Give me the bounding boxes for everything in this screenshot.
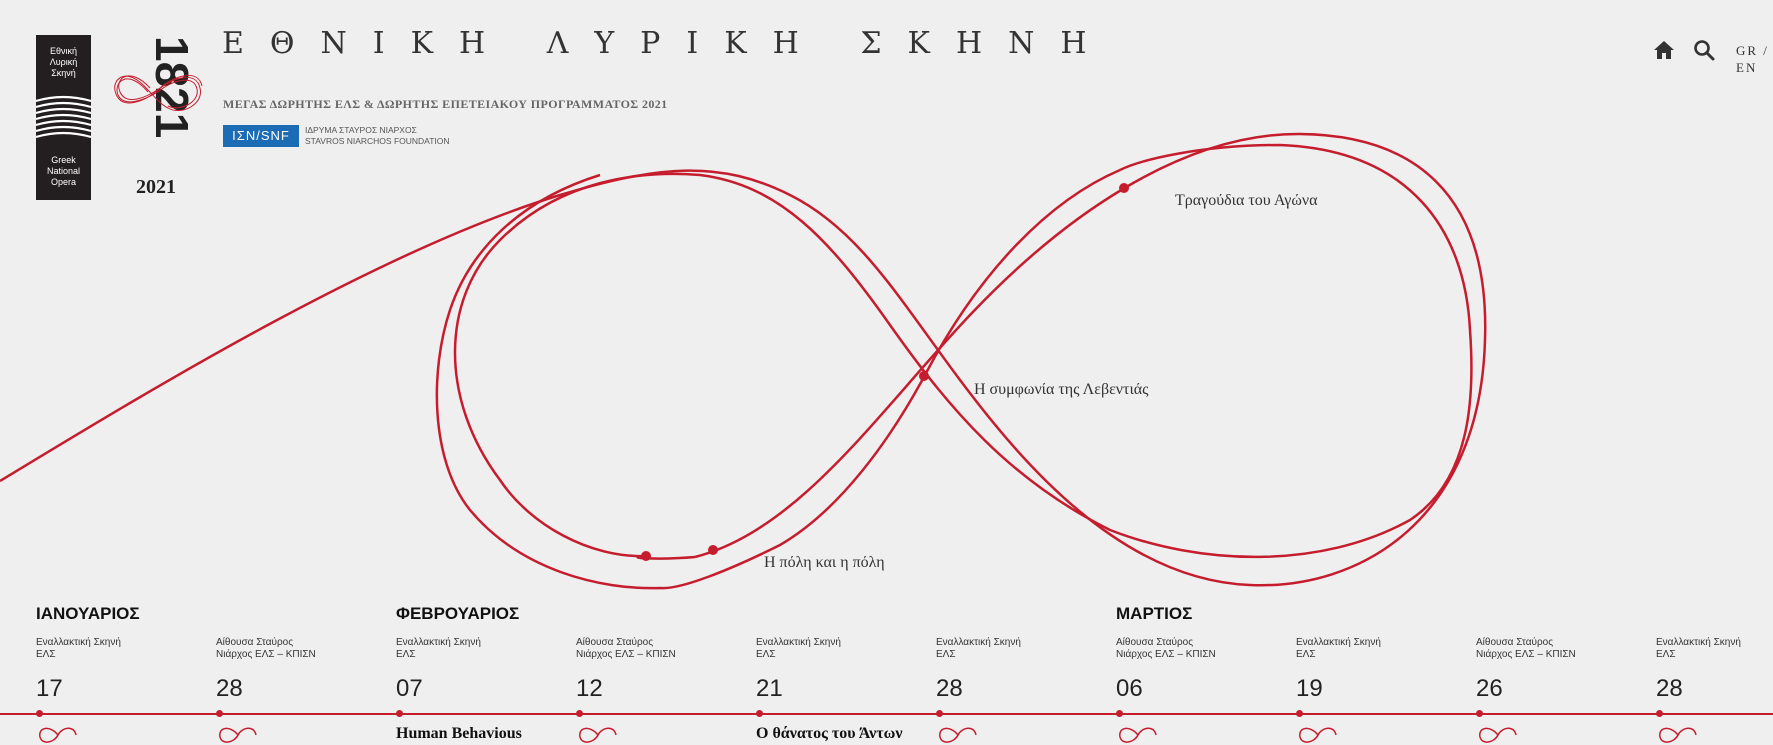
event-item[interactable]: Εναλλακτική Σκηνή ΕΛΣ 19 <box>1296 637 1466 703</box>
event-day: 19 <box>1296 675 1323 702</box>
timeline-dot <box>396 710 403 717</box>
timeline-dot <box>1476 710 1483 717</box>
show-label-tragoudia[interactable]: Τραγούδια του Αγώνα <box>1175 192 1318 209</box>
lang-en-link[interactable]: EN <box>1736 60 1758 75</box>
search-icon[interactable] <box>1692 38 1716 62</box>
event-venue: Εναλλακτική Σκηνή ΕΛΣ <box>36 637 121 660</box>
anniversary-1821-mark: 1821 <box>114 36 203 138</box>
event-venue: Εναλλακτική Σκηνή ΕΛΣ <box>396 637 481 660</box>
timeline-line <box>0 713 1773 715</box>
logo-text-english: Greek National Opera <box>46 155 81 187</box>
timeline-dot <box>36 710 43 717</box>
event-day: 12 <box>576 675 603 702</box>
event-item[interactable]: Εναλλακτική Σκηνή ΕΛΣ 21 <box>756 637 926 703</box>
timeline-dot <box>576 710 583 717</box>
infinity-thumb-icon[interactable] <box>1116 725 1160 745</box>
wave-lines-icon <box>36 95 91 139</box>
event-venue: Αίθουσα Σταύρος Νιάρχος ΕΛΣ – ΚΠΙΣΝ <box>1116 637 1216 660</box>
month-february: ΦΕΒΡΟΥΑΡΙΟΣ <box>396 604 520 623</box>
event-day: 07 <box>396 675 423 702</box>
site-title[interactable]: ΕΘΝΙΚΗ ΛΥΡΙΚΗ ΣΚΗΝΗ <box>222 26 1113 61</box>
month-january: ΙΑΝΟΥΑΡΙΟΣ <box>36 604 140 623</box>
event-item[interactable]: Εναλλακτική Σκηνή ΕΛΣ 28 <box>1656 637 1773 703</box>
mark-digits: 1821 <box>146 36 198 138</box>
event-item[interactable]: Αίθουσα Σταύρος Νιάρχος ΕΛΣ – ΚΠΙΣΝ 26 <box>1476 637 1646 703</box>
timeline-dot <box>1296 710 1303 717</box>
event-title[interactable]: Ο θάνατος του Άντων <box>756 725 903 742</box>
event-venue: Αίθουσα Σταύρος Νιάρχος ΕΛΣ – ΚΠΙΣΝ <box>1476 637 1576 660</box>
event-day: 26 <box>1476 675 1503 702</box>
year-label: 2021 <box>136 176 176 198</box>
show-point-symfonia[interactable] <box>919 371 929 381</box>
home-icon[interactable] <box>1652 38 1676 62</box>
gno-logo[interactable]: Εθνική Λυρική Σκηνή Greek National Opera <box>36 35 91 200</box>
timeline-dot <box>1116 710 1123 717</box>
event-day: 28 <box>936 675 963 702</box>
timeline-dot <box>216 710 223 717</box>
event-day: 06 <box>1116 675 1143 702</box>
event-venue: Αίθουσα Σταύρος Νιάρχος ΕΛΣ – ΚΠΙΣΝ <box>576 637 676 660</box>
event-venue: Εναλλακτική Σκηνή ΕΛΣ <box>936 637 1021 660</box>
show-label-poli[interactable]: Η πόλη και η πόλη <box>764 554 885 571</box>
show-label-symfonia[interactable]: Η συμφωνία της Λεβεντιάς <box>974 381 1149 398</box>
infinity-thumb-icon[interactable] <box>216 725 260 745</box>
infinity-thumb-icon[interactable] <box>936 725 980 745</box>
month-march: ΜΑΡΤΙΟΣ <box>1116 604 1193 623</box>
logo-text-greek: Εθνική Λυρική Σκηνή <box>49 46 78 78</box>
event-day: 28 <box>1656 675 1683 702</box>
infinity-thumb-icon[interactable] <box>36 725 80 745</box>
event-day: 28 <box>216 675 243 702</box>
infinity-thumb-icon[interactable] <box>1656 725 1700 745</box>
snf-logo-text: ΙΔΡΥΜΑ ΣΤΑΥΡΟΣ ΝΙΑΡΧΟΣ STAVROS NIARCHOS … <box>305 125 450 146</box>
event-item[interactable]: Αίθουσα Σταύρος Νιάρχος ΕΛΣ – ΚΠΙΣΝ 06 <box>1116 637 1286 703</box>
show-point-tragoudia[interactable] <box>1119 183 1129 193</box>
snf-logo-badge[interactable]: ΙΣΝ/SNF <box>223 125 299 147</box>
curve-start-point <box>641 551 651 561</box>
infinity-thumb-icon[interactable] <box>1476 725 1520 745</box>
language-switcher: GR / EN <box>1736 42 1769 76</box>
infinity-thumb-icon[interactable] <box>1296 725 1340 745</box>
event-item[interactable]: Εναλλακτική Σκηνή ΕΛΣ 28 <box>936 637 1106 703</box>
timeline-dot <box>936 710 943 717</box>
event-venue: Αίθουσα Σταύρος Νιάρχος ΕΛΣ – ΚΠΙΣΝ <box>216 637 316 660</box>
event-item[interactable]: Αίθουσα Σταύρος Νιάρχος ΕΛΣ – ΚΠΙΣΝ 12 <box>576 637 746 703</box>
show-point-poli[interactable] <box>708 545 718 555</box>
timeline-dot <box>756 710 763 717</box>
event-venue: Εναλλακτική Σκηνή ΕΛΣ <box>1296 637 1381 660</box>
event-day: 21 <box>756 675 783 702</box>
timeline-dot <box>1656 710 1663 717</box>
sponsor-line: ΜΕΓΑΣ ΔΩΡΗΤΗΣ ΕΛΣ & ΔΩΡΗΤΗΣ ΕΠΕΤΕΙΑΚΟΥ Π… <box>223 97 668 111</box>
event-day: 17 <box>36 675 63 702</box>
event-item[interactable]: Αίθουσα Σταύρος Νιάρχος ΕΛΣ – ΚΠΙΣΝ 28 <box>216 637 386 703</box>
infinity-thumb-icon[interactable] <box>576 725 620 745</box>
lang-gr-link[interactable]: GR / <box>1736 43 1769 58</box>
event-item[interactable]: Εναλλακτική Σκηνή ΕΛΣ 07 <box>396 637 566 703</box>
event-title[interactable]: Human Behavious <box>396 725 522 742</box>
event-venue: Εναλλακτική Σκηνή ΕΛΣ <box>756 637 841 660</box>
event-venue: Εναλλακτική Σκηνή ΕΛΣ <box>1656 637 1741 660</box>
event-item[interactable]: Εναλλακτική Σκηνή ΕΛΣ 17 <box>36 637 206 703</box>
